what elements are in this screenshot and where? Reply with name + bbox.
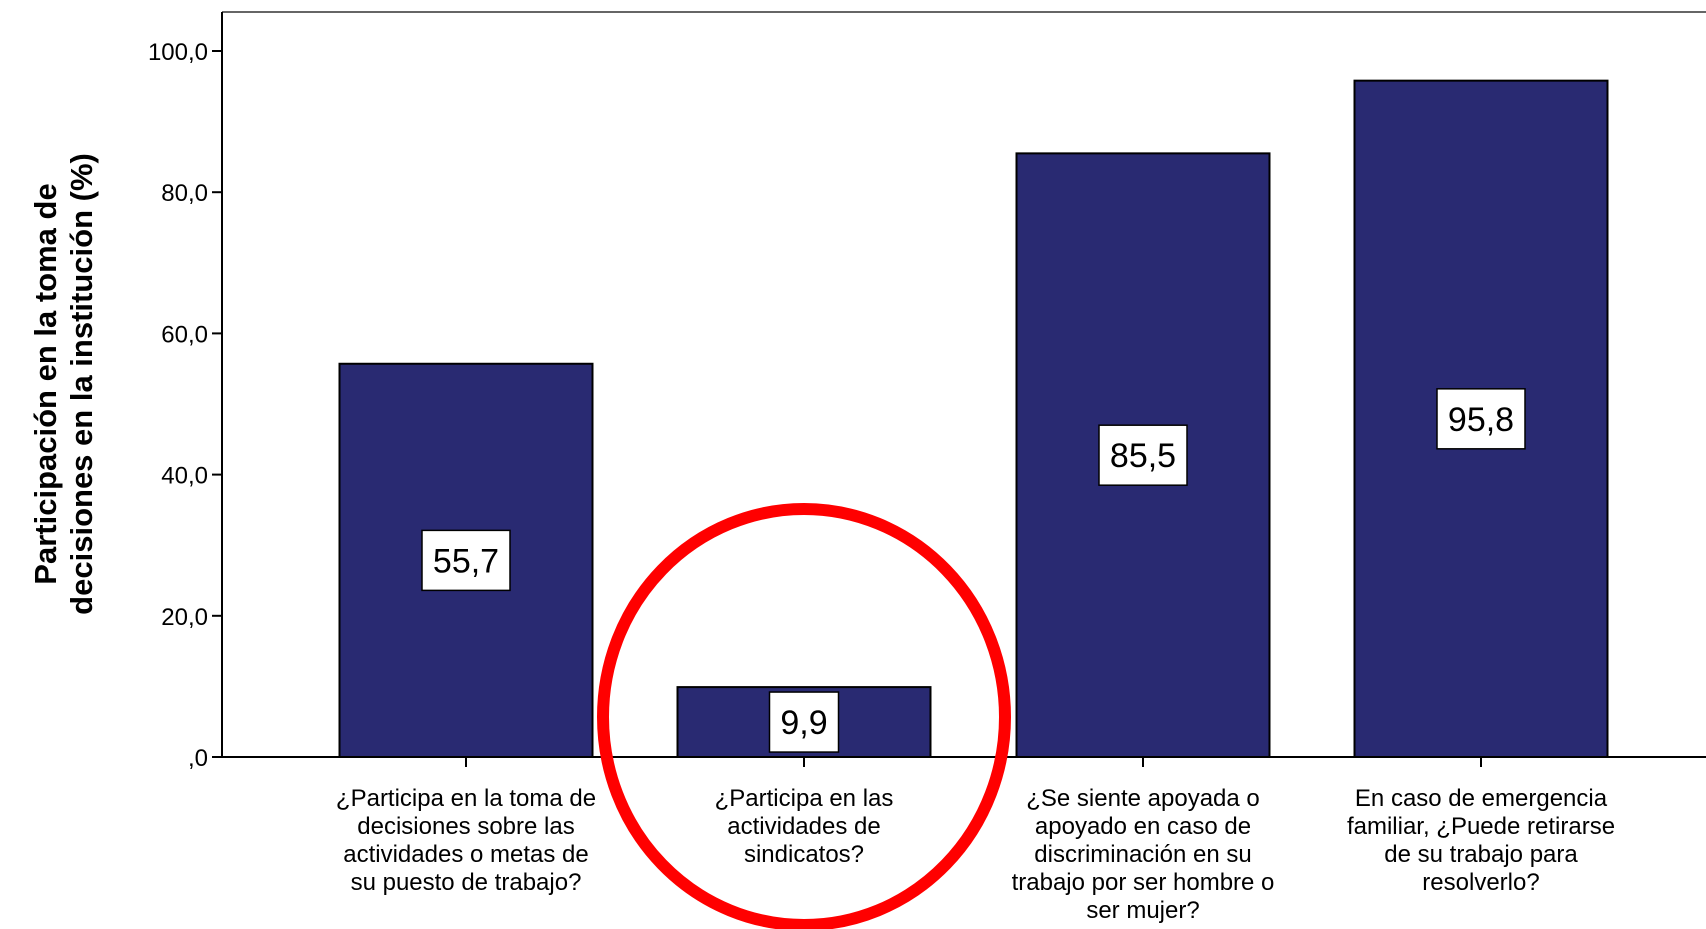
data-label-box (1436, 388, 1526, 450)
x-category-label-line: apoyado en caso de (1035, 813, 1251, 840)
y-tick-label: ,0 (188, 745, 208, 772)
data-label: 9,9 (780, 704, 827, 742)
x-category-label-line: trabajo por ser hombre o (1012, 869, 1275, 896)
x-category-label-line: En caso de emergencia (1355, 785, 1608, 812)
x-category-label-line: ¿Participa en la toma de (336, 785, 596, 812)
y-tick-label: 100,0 (148, 39, 208, 66)
x-category-label-line: de su trabajo para (1384, 841, 1578, 868)
x-category-label-line: su puesto de trabajo? (351, 869, 582, 896)
highlight-circle (597, 503, 1011, 929)
x-category-label-line: actividades o metas de (343, 841, 588, 868)
data-label: 85,5 (1110, 437, 1176, 475)
data-label-box (1098, 424, 1188, 486)
y-axis-title-line: decisiones en la institución (%) (64, 153, 99, 615)
y-tick-label: 40,0 (161, 463, 208, 490)
x-category-label-line: familiar, ¿Puede retirarse (1347, 813, 1615, 840)
x-category-label-line: resolverlo? (1422, 869, 1539, 896)
y-tick-label: 20,0 (161, 604, 208, 631)
x-category-label-line: actividades de (727, 813, 880, 840)
x-category-label-line: sindicatos? (744, 841, 864, 868)
x-category-label-line: discriminación en su (1034, 841, 1251, 868)
y-axis-title-line: Participación en la toma de (28, 183, 63, 584)
data-label: 95,8 (1448, 401, 1514, 439)
data-label-box (421, 529, 511, 592)
y-tick-label: 80,0 (161, 180, 208, 207)
x-category-label-line: ser mujer? (1086, 897, 1199, 924)
x-category-label-line: decisiones sobre las (357, 813, 574, 840)
data-label: 55,7 (433, 542, 499, 580)
y-tick-label: 60,0 (161, 321, 208, 348)
data-label-box (768, 691, 840, 753)
x-category-label-line: ¿Se siente apoyada o (1026, 785, 1260, 812)
x-category-label-line: ¿Participa en las (715, 785, 894, 812)
